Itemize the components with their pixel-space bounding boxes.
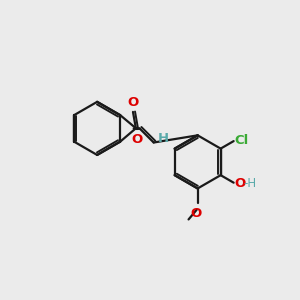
Text: H: H	[158, 132, 169, 145]
Text: Cl: Cl	[235, 134, 249, 147]
Text: O: O	[191, 207, 202, 220]
Text: O: O	[132, 133, 143, 146]
Text: O: O	[235, 177, 246, 190]
Text: O: O	[128, 96, 139, 109]
Text: -H: -H	[244, 177, 257, 190]
